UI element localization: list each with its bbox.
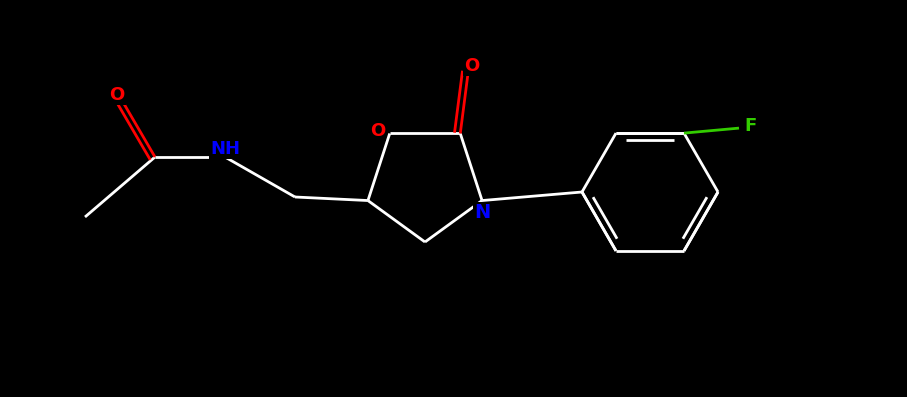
Text: F: F — [745, 117, 757, 135]
Text: O: O — [463, 58, 479, 75]
Text: N: N — [474, 203, 490, 222]
Text: O: O — [370, 122, 385, 141]
Text: NH: NH — [210, 140, 240, 158]
Text: O: O — [110, 86, 124, 104]
